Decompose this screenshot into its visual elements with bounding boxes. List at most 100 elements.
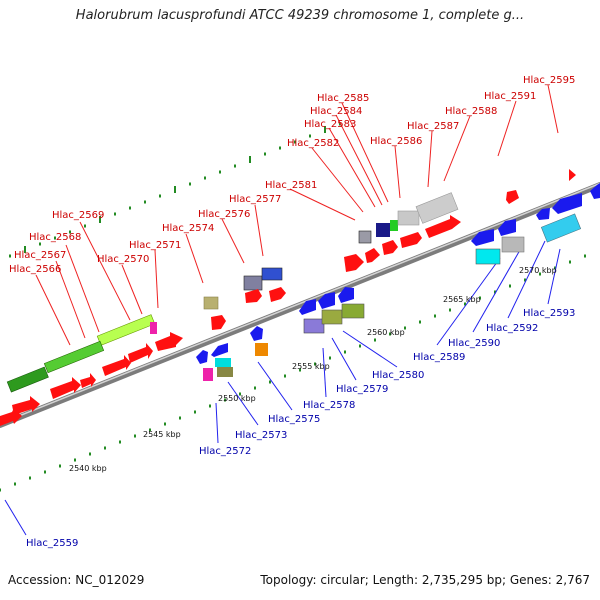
gene-forward-7[interactable] — [155, 332, 183, 351]
tick-dot — [164, 422, 166, 426]
gene-hlac-2574[interactable] — [203, 296, 219, 310]
gene-reverse-6[interactable] — [338, 287, 354, 303]
scale-label-2540: 2540 kbp — [69, 464, 107, 473]
gene-forward-6[interactable] — [128, 343, 153, 363]
gene-reverse-1[interactable] — [196, 350, 208, 364]
gene-reverse-10[interactable] — [552, 193, 582, 214]
gene-hlac-2569[interactable] — [96, 314, 156, 346]
gene-hlac-2592[interactable] — [540, 213, 582, 243]
label-hlac-2590[interactable]: Hlac_2590 — [448, 338, 500, 349]
label-hlac-2581[interactable]: Hlac_2581 — [265, 180, 317, 191]
label-hlac-2571[interactable]: Hlac_2571 — [129, 240, 181, 251]
label-hlac-2566[interactable]: Hlac_2566 — [9, 264, 61, 275]
chromosome-backbone-highlight — [0, 182, 600, 425]
gene-forward-13[interactable] — [382, 240, 398, 255]
gene-hlac-2587[interactable] — [415, 192, 459, 224]
gene-forward-8[interactable] — [211, 315, 226, 330]
tick-dot — [479, 296, 481, 300]
label-hlac-2595[interactable]: Hlac_2595 — [523, 75, 575, 86]
gene-reverse-2[interactable] — [211, 343, 228, 357]
tick-dot — [0, 488, 1, 492]
gene-hlac-2578[interactable] — [303, 318, 325, 334]
label-hlac-2587[interactable]: Hlac_2587 — [407, 121, 459, 132]
gene-hlac-2576[interactable] — [243, 275, 263, 291]
label-hlac-2579[interactable]: Hlac_2579 — [336, 384, 388, 395]
label-hlac-2582[interactable]: Hlac_2582 — [287, 138, 339, 149]
gene-forward-11[interactable] — [344, 254, 364, 272]
gene-reverse-11[interactable] — [590, 183, 600, 199]
gene-reverse-9[interactable] — [536, 208, 550, 220]
gene-hlac-2573[interactable] — [215, 358, 231, 367]
label-hlac-2592[interactable]: Hlac_2592 — [486, 323, 538, 334]
tick-dot — [104, 446, 106, 450]
tick-dot — [509, 284, 511, 288]
tick-dot — [239, 392, 241, 396]
gene-hlac-2575[interactable] — [255, 343, 268, 356]
label-hlac-2574[interactable]: Hlac_2574 — [162, 223, 214, 234]
gene-forward-4[interactable] — [80, 373, 96, 388]
label-hlac-2584[interactable]: Hlac_2584 — [310, 106, 362, 117]
gene-hlac-2579[interactable] — [321, 309, 343, 325]
label-hlac-2568[interactable]: Hlac_2568 — [29, 232, 81, 243]
gene-reverse-7[interactable] — [471, 229, 494, 246]
gene-forward-3[interactable] — [50, 377, 81, 399]
label-hlac-2588[interactable]: Hlac_2588 — [445, 106, 497, 117]
gene-hlac-2573b[interactable] — [217, 367, 233, 377]
label-hlac-2591[interactable]: Hlac_2591 — [484, 91, 536, 102]
gene-hlac-2580[interactable] — [341, 303, 365, 319]
label-hlac-2559[interactable]: Hlac_2559 — [26, 538, 78, 549]
label-hlac-2567[interactable]: Hlac_2567 — [14, 250, 66, 261]
label-hlac-2570[interactable]: Hlac_2570 — [97, 254, 149, 265]
label-hlac-2593[interactable]: Hlac_2593 — [523, 308, 575, 319]
label-hlac-2586[interactable]: Hlac_2586 — [370, 136, 422, 147]
tick-dot — [464, 302, 466, 306]
tick-dot — [204, 176, 206, 180]
label-hlac-2578[interactable]: Hlac_2578 — [303, 400, 355, 411]
gene-hlac-2583[interactable] — [358, 230, 372, 244]
gene-reverse-8[interactable] — [498, 219, 516, 236]
gene-forward-5[interactable] — [102, 355, 131, 376]
label-hlac-2577[interactable]: Hlac_2577 — [229, 194, 281, 205]
label-hlac-2569[interactable]: Hlac_2569 — [52, 210, 104, 221]
label-hlac-2580[interactable]: Hlac_2580 — [372, 370, 424, 381]
gene-forward-12[interactable] — [365, 248, 380, 263]
gene-hlac-2586[interactable] — [397, 210, 420, 226]
gene-hlac-2577[interactable] — [261, 267, 283, 281]
tick-dot — [69, 230, 71, 234]
gene-hlac-2589[interactable] — [475, 248, 501, 265]
gene-forward-9[interactable] — [245, 289, 262, 303]
gene-reverse-3[interactable] — [250, 326, 263, 341]
gene-hlac-2572[interactable] — [203, 368, 213, 381]
gene-hlac-2590[interactable] — [501, 236, 525, 253]
gene-forward-10[interactable] — [269, 287, 286, 302]
gene-reverse-5[interactable] — [318, 292, 335, 309]
label-hlac-2583[interactable]: Hlac_2583 — [304, 119, 356, 130]
gene-reverse-4[interactable] — [299, 299, 316, 315]
gene-forward-16[interactable] — [506, 190, 519, 204]
gene-hlac-2571[interactable] — [150, 322, 157, 334]
gene-forward-14[interactable] — [400, 232, 422, 248]
tick-dot — [234, 164, 236, 168]
gene-forward-17[interactable] — [569, 169, 576, 181]
tick-dot — [59, 464, 61, 468]
gene-hlac-2585[interactable] — [390, 220, 398, 231]
label-hlac-2573[interactable]: Hlac_2573 — [235, 430, 287, 441]
label-hlac-2575[interactable]: Hlac_2575 — [268, 414, 320, 425]
tick-dot — [389, 332, 391, 336]
gene-forward-2[interactable] — [12, 396, 40, 415]
tick-dot — [294, 140, 296, 144]
gene-hlac-2568[interactable] — [43, 340, 105, 374]
label-hlac-2572[interactable]: Hlac_2572 — [199, 446, 251, 457]
tick-dot — [404, 326, 406, 330]
tick-dot — [159, 194, 161, 198]
gene-hlac-2567[interactable] — [6, 366, 49, 393]
tick-dot — [209, 404, 211, 408]
label-hlac-2585[interactable]: Hlac_2585 — [317, 93, 369, 104]
label-hlac-2576[interactable]: Hlac_2576 — [198, 209, 250, 220]
gene-forward-15[interactable] — [425, 215, 461, 238]
kbp-tick — [249, 156, 251, 163]
tick-dot — [144, 200, 146, 204]
gene-hlac-2584[interactable] — [376, 223, 390, 237]
label-hlac-2589[interactable]: Hlac_2589 — [413, 352, 465, 363]
